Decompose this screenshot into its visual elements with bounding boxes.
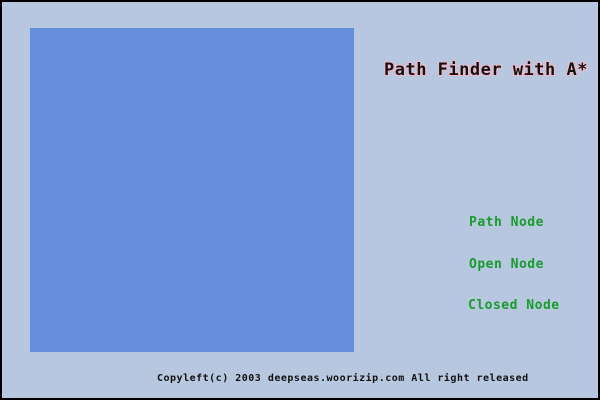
legend-closed-node: Closed Node <box>468 298 560 313</box>
legend-path-node: Path Node <box>469 215 544 230</box>
pathfinding-grid[interactable] <box>30 28 354 352</box>
copyright-footer: Copyleft(c) 2003 deepseas.woorizip.com A… <box>157 373 529 384</box>
legend-open-node: Open Node <box>469 257 544 272</box>
app-title: Path Finder with A* <box>384 60 588 80</box>
